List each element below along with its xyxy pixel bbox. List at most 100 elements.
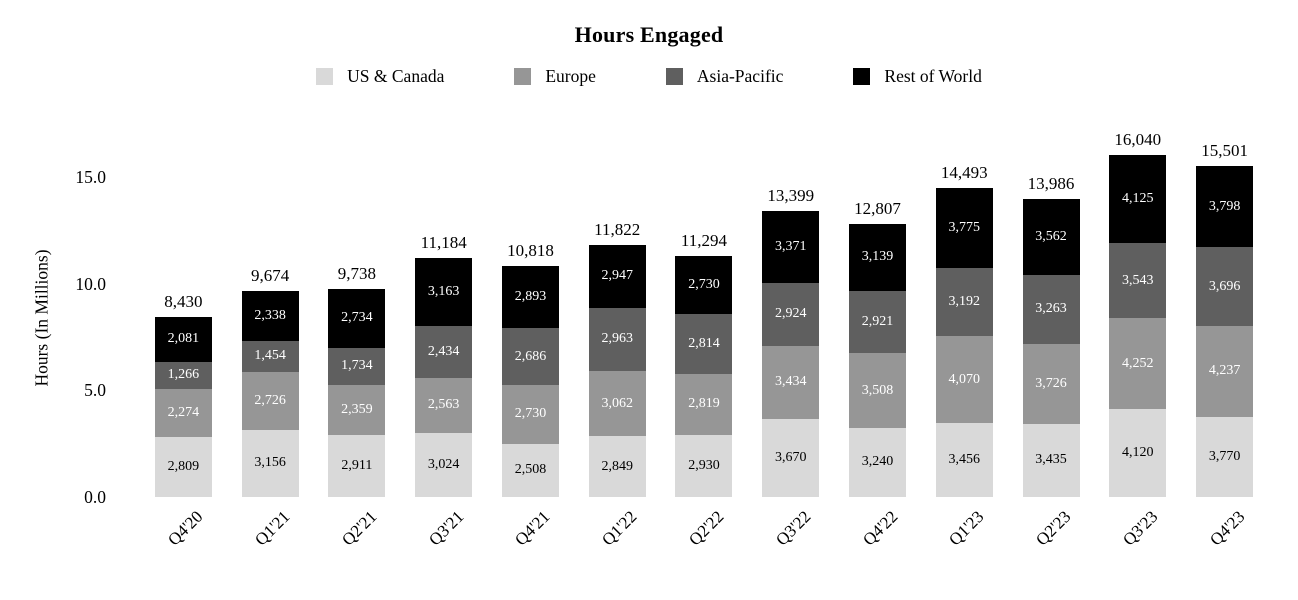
bar-q1-22: 11,822 2,947 2,963 3,062 2,849 — [574, 0, 661, 497]
bar-segment-value: 2,734 — [341, 310, 373, 326]
bar-segment-value: 3,435 — [1035, 452, 1067, 468]
bar-total-label: 8,430 — [164, 292, 203, 312]
bar-segment-value: 3,543 — [1122, 272, 1154, 288]
bar-total-label: 14,493 — [940, 162, 988, 182]
bar-segment-value: 2,963 — [601, 331, 633, 347]
bar-stack: 2,893 2,686 2,730 2,508 — [501, 266, 559, 497]
bar-segment-value: 3,508 — [861, 382, 894, 398]
bar-total-label: 15,501 — [1201, 141, 1248, 161]
chart-title: Hours Engaged — [574, 22, 724, 47]
bar-stack: 4,125 3,543 4,252 4,120 — [1109, 154, 1167, 497]
bar-segment-europe: 3,726 — [1022, 344, 1080, 424]
bar-q2-22: 11,294 2,730 2,814 2,819 2,930 — [661, 0, 748, 497]
bar-segment-asia-pacific: 2,434 — [415, 325, 473, 378]
bar-segment-rest-of-world: 2,734 — [328, 289, 386, 348]
bar-segment-us-canada: 3,156 — [241, 429, 299, 497]
bar-segment-rest-of-world: 2,893 — [501, 266, 559, 329]
bar-segment-asia-pacific: 1,266 — [154, 361, 212, 389]
bar-segment-us-canada: 3,240 — [849, 427, 906, 497]
bar-segment-asia-pacific: 2,924 — [762, 283, 820, 346]
x-axis-label-q1-22: Q1'22 — [598, 507, 641, 550]
bar-segment-us-canada: 3,456 — [935, 423, 993, 497]
bar-segment-value: 3,775 — [948, 220, 981, 236]
bar-segment-europe: 4,237 — [1196, 326, 1254, 417]
bar-segment-value: 3,371 — [774, 239, 807, 255]
bar-segment-value: 1,734 — [341, 358, 373, 374]
x-axis-label-q2-21: Q2'21 — [338, 507, 381, 550]
bar-q3-22: 13,399 3,371 2,924 3,434 3,670 — [747, 0, 834, 497]
legend-swatch-icon — [853, 68, 871, 85]
bar-segment-us-canada: 3,670 — [762, 418, 820, 497]
bar-segment-value: 3,062 — [601, 395, 633, 411]
x-axis-label-q2-22: Q2'22 — [685, 507, 728, 550]
bar-segment-rest-of-world: 2,947 — [588, 244, 646, 308]
bar-segment-value: 3,192 — [948, 294, 981, 310]
bar-segment-value: 2,563 — [427, 397, 460, 413]
bar-segment-value: 3,798 — [1208, 198, 1241, 214]
bar-segment-europe: 2,726 — [241, 371, 299, 430]
bar-segment-rest-of-world: 3,775 — [935, 187, 993, 269]
bar-q2-21: 9,738 2,734 1,734 2,359 2,911 — [314, 0, 401, 497]
bar-segment-rest-of-world: 2,730 — [675, 256, 733, 315]
bar-stack: 3,163 2,434 2,563 3,024 — [415, 258, 473, 497]
bar-q3-21: 11,184 3,163 2,434 2,563 3,024 — [400, 0, 487, 497]
bar-segment-value: 3,726 — [1035, 376, 1067, 391]
bar-q3-23: 16,040 4,125 3,543 4,252 4,120 — [1094, 0, 1181, 497]
legend-swatch-icon — [514, 68, 532, 85]
bar-total-label: 11,294 — [680, 231, 728, 251]
bar-segment-europe: 3,062 — [588, 370, 646, 437]
bar-segment-value: 2,809 — [167, 459, 200, 475]
bar-segment-rest-of-world: 3,798 — [1196, 166, 1254, 248]
x-axis-label-q3-23: Q3'23 — [1118, 507, 1162, 550]
bar-segment-asia-pacific: 2,963 — [588, 307, 646, 371]
bar-segment-us-canada: 2,809 — [154, 437, 212, 497]
bar-q2-23: 13,986 3,562 3,263 3,726 3,435 — [1008, 0, 1095, 497]
bar-q4-21: 10,818 2,893 2,686 2,730 2,508 — [487, 0, 574, 497]
bar-segment-rest-of-world: 4,125 — [1109, 154, 1167, 243]
bar-stack: 2,734 1,734 2,359 2,911 — [328, 289, 386, 497]
bar-segment-value: 4,120 — [1122, 445, 1154, 461]
bar-q1-23: 14,493 3,775 3,192 4,070 3,456 — [921, 0, 1008, 497]
bar-total-label: 13,399 — [767, 186, 815, 206]
bar-segment-us-canada: 2,849 — [588, 436, 646, 497]
bar-segment-value: 3,770 — [1208, 448, 1241, 464]
bar-segment-value: 3,263 — [1035, 301, 1067, 317]
bar-segment-value: 2,274 — [167, 404, 200, 420]
bar-segment-value: 2,508 — [514, 462, 547, 478]
legend-item-europe: Europe — [514, 66, 596, 87]
x-axis-label-q4-22: Q4'22 — [858, 507, 901, 550]
bar-segment-value: 3,670 — [774, 449, 807, 465]
bar-stack: 2,081 1,266 2,274 2,809 — [154, 317, 212, 497]
bar-segment-value: 2,911 — [341, 457, 373, 473]
bar-segment-value: 4,070 — [948, 371, 981, 387]
bar-segment-europe: 2,359 — [328, 384, 386, 435]
bar-segment-europe: 4,070 — [935, 336, 993, 424]
bar-segment-value: 2,924 — [774, 306, 807, 322]
x-axis-label-q4-23: Q4'23 — [1205, 507, 1249, 550]
bar-stack: 3,371 2,924 3,434 3,670 — [762, 211, 820, 497]
bar-segment-value: 3,240 — [861, 454, 894, 470]
bar-segment-value: 2,081 — [167, 331, 200, 347]
bar-segment-asia-pacific: 2,686 — [501, 328, 559, 386]
x-axis-label-q1-23: Q1'23 — [945, 507, 988, 550]
bar-segment-value: 2,686 — [514, 348, 547, 364]
bar-segment-asia-pacific: 2,921 — [849, 290, 906, 354]
bar-total-label: 12,807 — [854, 198, 901, 218]
bar-segment-europe: 4,252 — [1109, 318, 1167, 410]
bar-segment-value: 2,730 — [688, 277, 720, 293]
bar-total-label: 10,818 — [507, 241, 554, 261]
legend-item-us-canada: US & Canada — [316, 66, 444, 87]
bar-segment-value: 3,562 — [1035, 228, 1067, 244]
x-axis-label-q4-20: Q4'20 — [164, 507, 207, 550]
bar-stack: 3,139 2,921 3,508 3,240 — [849, 223, 906, 497]
bar-segment-us-canada: 3,435 — [1022, 423, 1080, 497]
y-tick-label: 0.0 — [84, 487, 106, 507]
x-axis-label-q2-23: Q2'23 — [1032, 507, 1075, 550]
bar-segment-value: 2,849 — [601, 458, 633, 474]
bar-segment-us-canada: 4,120 — [1109, 409, 1167, 497]
bar-stack: 2,947 2,963 3,062 2,849 — [588, 244, 646, 497]
bar-segment-rest-of-world: 2,081 — [154, 317, 212, 362]
x-axis-label-q3-21: Q3'21 — [424, 507, 468, 550]
bar-segment-value: 4,252 — [1122, 355, 1154, 371]
legend-swatch-icon — [316, 68, 334, 85]
